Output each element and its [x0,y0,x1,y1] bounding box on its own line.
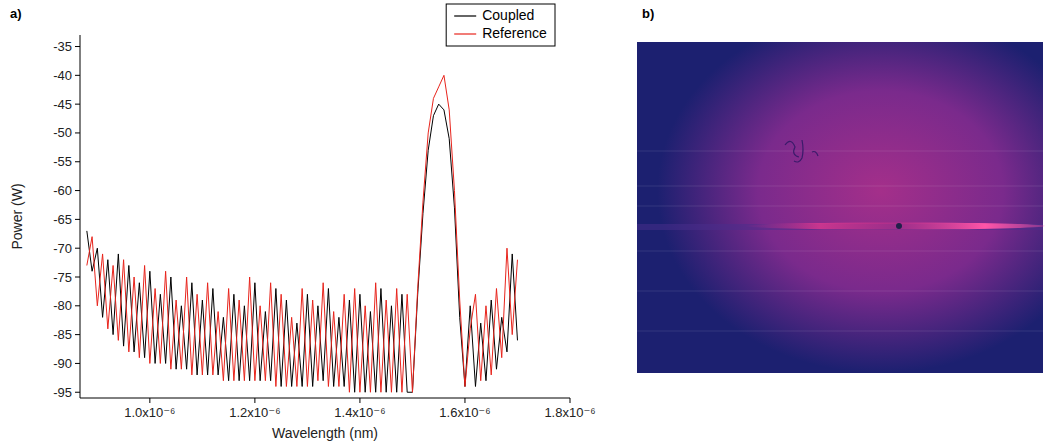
x-tick-label: 1.2x10⁻⁶ [229,405,280,420]
image-band [637,185,1043,187]
y-tick-label: -85 [53,327,72,342]
image-band [637,290,1043,292]
y-tick-label: -80 [53,298,72,313]
y-tick-label: -95 [53,385,72,400]
y-tick [75,248,80,249]
plot-area [87,75,518,392]
x-tick [359,398,360,403]
image-streak [745,223,1045,230]
x-tick-label: 1.6x10⁻⁶ [439,405,490,420]
y-tick-label: -50 [53,125,72,140]
legend-label: Coupled [482,7,534,23]
y-tick [75,75,80,76]
legend-swatch [454,15,476,16]
y-tick-label: -70 [53,241,72,256]
y-tick-label: -45 [53,97,72,112]
y-tick-label: -60 [53,183,72,198]
x-axis [80,398,570,399]
x-tick [254,398,255,403]
y-tick-label: -35 [53,39,72,54]
y-tick [75,132,80,133]
y-tick [75,363,80,364]
legend-label: Reference [482,25,547,41]
x-axis-title: Wavelength (nm) [272,425,378,441]
panel-label: a) [10,6,22,21]
x-tick-label: 1.4x10⁻⁶ [334,405,385,420]
figure: a) -95 -90 -85 -80 -75 -70 -65 -60 -55 -50 -45 -40 -3… [0,0,1045,445]
image-band [637,250,1043,252]
y-tick [75,277,80,278]
panel-label: b) [642,6,654,21]
y-tick [75,190,80,191]
image-background [637,42,1043,373]
y-tick [75,104,80,105]
series-line [87,104,518,392]
legend-swatch [454,33,476,34]
y-tick [75,392,80,393]
image-band [637,150,1043,152]
image-scribble [785,140,818,162]
camera-image [637,42,1045,373]
series-line [87,75,518,392]
y-tick-label: -90 [53,356,72,371]
x-tick [570,398,571,403]
image-band [637,330,1043,332]
y-tick [75,46,80,47]
image-speck [896,223,902,229]
y-tick [75,219,80,220]
x-tick [464,398,465,403]
x-tick-label: 1.8x10⁻⁶ [544,405,595,420]
image-glow [637,42,1043,373]
y-axis-title: Power (W) [9,183,25,249]
image-band [637,205,1043,207]
y-tick [75,305,80,306]
y-tick [75,161,80,162]
y-tick-label: -65 [53,212,72,227]
legend: Coupled Reference [446,4,555,46]
y-tick-label: -75 [53,270,72,285]
y-axis [80,35,81,398]
x-tick-label: 1.0x10⁻⁶ [124,405,175,420]
y-tick-label: -40 [53,68,72,83]
legend-box [446,4,555,46]
y-tick [75,334,80,335]
y-tick-label: -55 [53,154,72,169]
x-tick [149,398,150,403]
